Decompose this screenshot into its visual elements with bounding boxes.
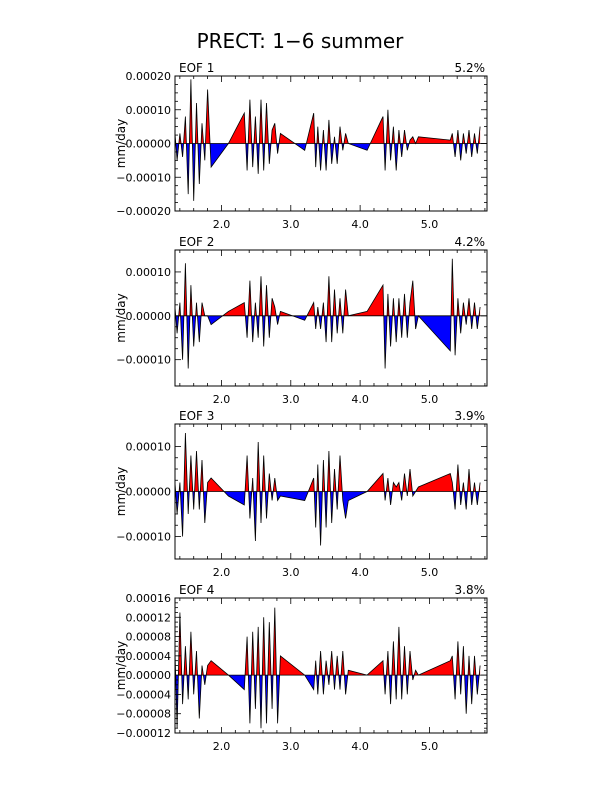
y-axis-label: mm/day xyxy=(114,293,128,343)
positive-area xyxy=(201,302,208,316)
eof-panel-3: −0.00010 0.00000 0.00010 2.0 3.0 4.0 5.0 EOF 3 3… xyxy=(114,409,488,579)
x-tick-label: 5.0 xyxy=(421,393,439,406)
variance-label: 5.2% xyxy=(455,61,486,75)
y-tick-label: −0.00010 xyxy=(116,171,171,184)
negative-area xyxy=(394,143,398,171)
x-tick-label: 3.0 xyxy=(282,740,300,753)
x-tick-label: 4.0 xyxy=(351,218,369,231)
positive-area xyxy=(414,655,454,676)
positive-area xyxy=(402,473,407,492)
negative-area xyxy=(475,675,480,695)
y-tick-label: −0.00010 xyxy=(116,531,171,544)
negative-area xyxy=(318,491,323,546)
panels-group: −0.00020 −0.00010 0.00000 0.00010 0.00020 2.0… xyxy=(114,61,488,753)
y-axis-label: mm/day xyxy=(114,467,128,517)
negative-area xyxy=(475,491,479,505)
y-tick-label: 0.00000 xyxy=(126,138,172,151)
positive-area xyxy=(456,464,460,492)
x-tick-label: 2.0 xyxy=(213,393,231,406)
positive-area xyxy=(341,651,345,676)
positive-area xyxy=(271,123,277,144)
positive-area xyxy=(456,641,460,676)
negative-area xyxy=(197,315,202,343)
positive-area xyxy=(397,626,401,676)
x-tick-label: 5.0 xyxy=(421,566,439,579)
eof-series-line xyxy=(174,79,481,201)
positive-area xyxy=(347,660,384,676)
positive-area xyxy=(319,651,323,676)
y-tick-label: 0.00012 xyxy=(126,611,172,624)
y-tick-label: −0.00010 xyxy=(116,354,171,367)
y-tick-label: 0.00020 xyxy=(126,70,172,83)
y-tick-label: −0.00012 xyxy=(116,727,171,740)
y-tick-label: 0.00010 xyxy=(126,266,172,279)
plot-frame xyxy=(174,249,488,387)
panel-label: EOF 3 xyxy=(179,409,214,423)
variance-label: 3.9% xyxy=(455,409,486,423)
negative-area xyxy=(335,143,339,164)
y-axis-label: mm/day xyxy=(114,119,128,169)
negative-area xyxy=(276,491,309,501)
y-tick-label: −0.00020 xyxy=(116,205,171,218)
y-axis-label: mm/day xyxy=(114,641,128,691)
figure-title: PRECT: 1−6 summer xyxy=(197,29,405,53)
y-tick-label: 0.00000 xyxy=(126,669,172,682)
eof-panel-2: −0.00010 0.00000 0.00010 2.0 3.0 4.0 5.0 EOF 2 4… xyxy=(114,235,488,406)
y-tick-label: 0.00010 xyxy=(126,104,172,117)
negative-area xyxy=(207,315,223,325)
y-tick-label: 0.00008 xyxy=(126,631,172,644)
positive-area xyxy=(183,433,188,492)
eof-panel-4: −0.00012 −0.00008 −0.00004 0.00000 0.00004 0.… xyxy=(114,583,488,753)
positive-area xyxy=(343,285,384,316)
variance-label: 4.2% xyxy=(455,235,486,249)
x-tick-label: 4.0 xyxy=(351,740,369,753)
x-tick-label: 2.0 xyxy=(213,740,231,753)
positive-area xyxy=(248,280,252,316)
panel-label: EOF 4 xyxy=(179,583,214,597)
x-tick-label: 3.0 xyxy=(282,566,300,579)
eof-series-line xyxy=(174,258,481,369)
variance-label: 3.8% xyxy=(455,583,486,597)
y-tick-label: 0.00004 xyxy=(126,650,172,663)
negative-area xyxy=(318,143,323,171)
positive-area xyxy=(206,660,229,676)
positive-area xyxy=(205,89,210,144)
x-tick-label: 5.0 xyxy=(421,740,439,753)
positive-area xyxy=(343,133,349,144)
eof-panel-1: −0.00020 −0.00010 0.00000 0.00010 0.00020 2.0… xyxy=(114,61,488,231)
x-tick-label: 3.0 xyxy=(282,393,300,406)
positive-area xyxy=(248,99,252,144)
positive-area xyxy=(245,455,249,492)
panel-label: EOF 1 xyxy=(179,61,214,75)
y-tick-label: 0.00010 xyxy=(126,441,172,454)
positive-area xyxy=(207,478,225,492)
panel-label: EOF 2 xyxy=(179,235,214,249)
y-tick-label: −0.00004 xyxy=(116,688,171,701)
y-tick-label: 0.00000 xyxy=(126,486,172,499)
positive-area xyxy=(338,455,343,492)
negative-area xyxy=(197,675,202,719)
negative-area xyxy=(464,675,468,714)
x-tick-label: 3.0 xyxy=(282,218,300,231)
positive-area xyxy=(409,280,415,316)
negative-area xyxy=(224,491,246,505)
positive-area xyxy=(415,473,454,492)
positive-area xyxy=(222,302,246,316)
negative-area xyxy=(342,491,368,519)
positive-area xyxy=(194,451,199,492)
y-tick-label: 0.00000 xyxy=(126,310,172,323)
eof-series-line xyxy=(174,432,481,546)
x-tick-label: 2.0 xyxy=(213,566,231,579)
y-tick-label: 0.00016 xyxy=(126,592,172,605)
x-tick-label: 4.0 xyxy=(351,566,369,579)
positive-area xyxy=(329,651,334,676)
x-tick-label: 5.0 xyxy=(421,218,439,231)
positive-area xyxy=(407,469,413,492)
x-tick-label: 4.0 xyxy=(351,393,369,406)
eof-series-line xyxy=(174,607,481,729)
x-tick-label: 2.0 xyxy=(213,218,231,231)
y-tick-label: −0.00008 xyxy=(116,708,171,721)
